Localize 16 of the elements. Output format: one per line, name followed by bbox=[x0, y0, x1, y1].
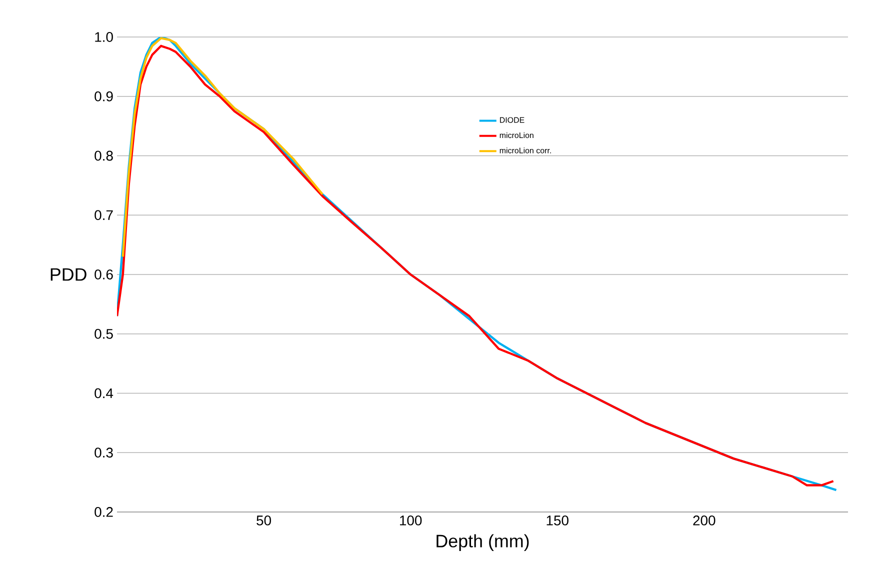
x-tick-label: 200 bbox=[693, 516, 716, 526]
y-tick-label: 0.8 bbox=[94, 150, 113, 161]
y-tick-label: 0.3 bbox=[94, 448, 113, 458]
y-tick-label: 0.4 bbox=[94, 388, 114, 398]
x-axis-title: Depth (mm) bbox=[436, 534, 529, 551]
y-tick-label: 0.6 bbox=[94, 270, 113, 280]
y-axis-title: PDD bbox=[50, 268, 86, 281]
x-tick-label: 50 bbox=[256, 516, 272, 526]
y-tick-label: 0.2 bbox=[94, 507, 113, 517]
x-tick-label: 100 bbox=[400, 516, 422, 526]
x-tick-label: 150 bbox=[546, 516, 568, 526]
y-tick-label: 1.0 bbox=[95, 32, 113, 42]
line-series bbox=[122, 37, 324, 258]
y-tick-label: 0.9 bbox=[94, 91, 113, 102]
y-tick-label: 0.7 bbox=[94, 210, 113, 220]
y-tick-label: 0.5 bbox=[94, 328, 113, 339]
